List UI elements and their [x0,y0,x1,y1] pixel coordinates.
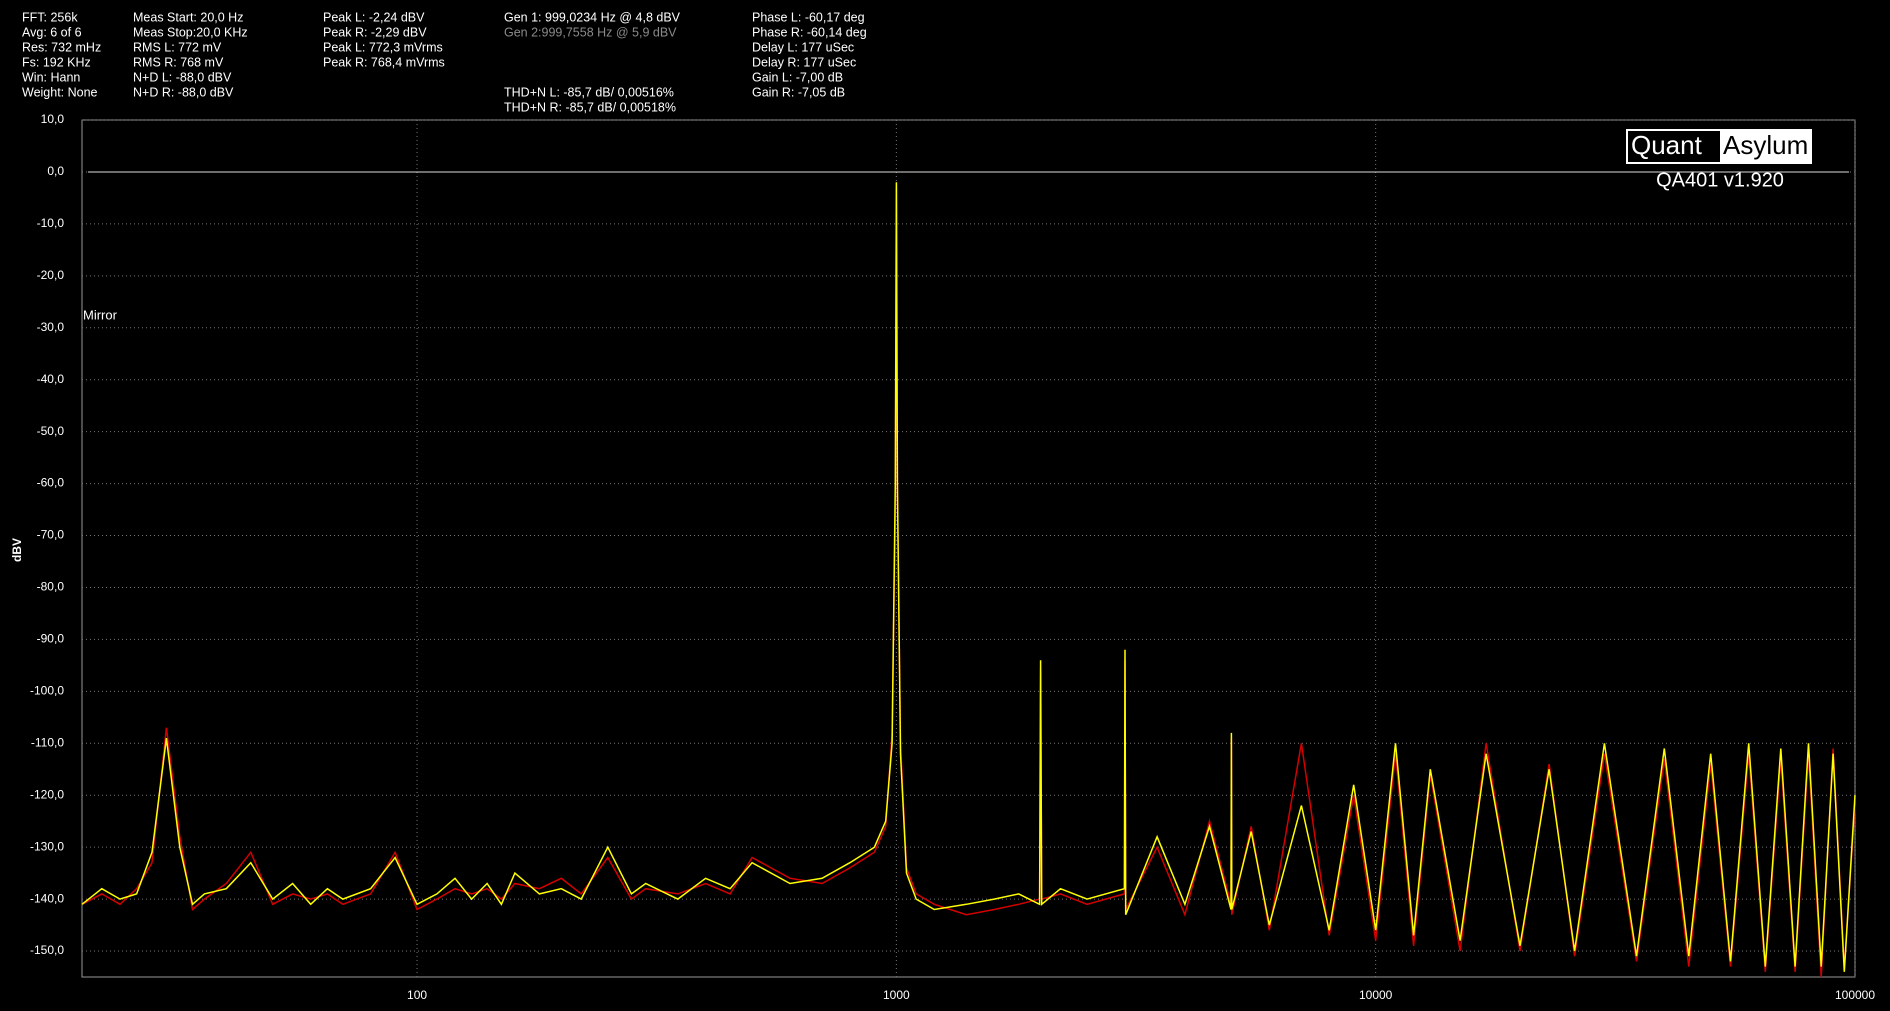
logo-fill [1720,131,1810,162]
stat: Fs: 192 KHz [22,55,91,69]
stat: Gen 1: 999,0234 Hz @ 4,8 dBV [504,10,681,24]
stat: RMS R: 768 mV [133,55,224,69]
stat: Peak R: 768,4 mVrms [323,55,445,69]
logo-text: Asylum [1723,130,1808,160]
x-tick-label: 100 [407,988,427,1002]
y-tick-label: -110,0 [31,735,64,749]
y-tick-label: -150,0 [30,943,64,957]
y-tick-label: -80,0 [37,580,65,594]
y-tick-label: -20,0 [37,268,65,282]
stat: Weight: None [22,85,98,99]
y-tick-label: -40,0 [37,372,65,386]
stat: Res: 732 mHz [22,40,101,54]
y-tick-label: -10,0 [37,216,65,230]
y-tick-label: -70,0 [37,528,65,542]
spectrum-line [81,187,1856,978]
stat: RMS L: 772 mV [133,40,222,54]
stat: Gain L: -7,00 dB [752,70,843,84]
stat: Phase L: -60,17 deg [752,10,865,24]
x-tick-label: 1000 [883,988,910,1002]
y-tick-label: -30,0 [37,320,65,334]
logo-text: Quant [1631,130,1703,160]
y-tick-label: 10,0 [41,112,65,126]
stat: FFT: 256k [22,10,78,24]
stat: Phase R: -60,14 deg [752,25,867,39]
x-tick-label: 100000 [1835,988,1875,1002]
stat: Peak L: -2,24 dBV [323,10,425,24]
stat: Avg: 6 of 6 [22,25,82,39]
annotation: Mirror [83,307,118,322]
y-tick-label: -60,0 [37,476,65,490]
y-tick-label: -90,0 [37,632,65,646]
stat: Peak R: -2,29 dBV [323,25,427,39]
stat: Delay R: 177 uSec [752,55,856,69]
stat: THD+N R: -85,7 dB/ 0,00518% [504,100,676,114]
stat: Meas Start: 20,0 Hz [133,10,243,24]
y-tick-label: 0,0 [47,164,64,178]
y-tick-label: -140,0 [30,891,64,905]
stat: Meas Stop:20,0 KHz [133,25,248,39]
y-axis-label: dBV [10,538,24,562]
stat: Delay L: 177 uSec [752,40,854,54]
y-tick-label: -100,0 [30,684,64,698]
version: QA401 v1.920 [1656,169,1784,191]
stat: THD+N L: -85,7 dB/ 0,00516% [504,85,674,99]
stat: Gen 2:999,7558 Hz @ 5,9 dBV [504,25,677,39]
spectrum-line [81,182,1856,972]
stat: Win: Hann [22,70,80,84]
stat: Gain R: -7,05 dB [752,85,845,99]
stat: N+D R: -88,0 dBV [133,85,234,99]
y-tick-label: -50,0 [37,424,65,438]
stat: N+D L: -88,0 dBV [133,70,232,84]
x-tick-label: 10000 [1359,988,1393,1002]
stat: Peak L: 772,3 mVrms [323,40,443,54]
y-tick-label: -120,0 [30,787,64,801]
y-tick-label: -130,0 [30,839,64,853]
